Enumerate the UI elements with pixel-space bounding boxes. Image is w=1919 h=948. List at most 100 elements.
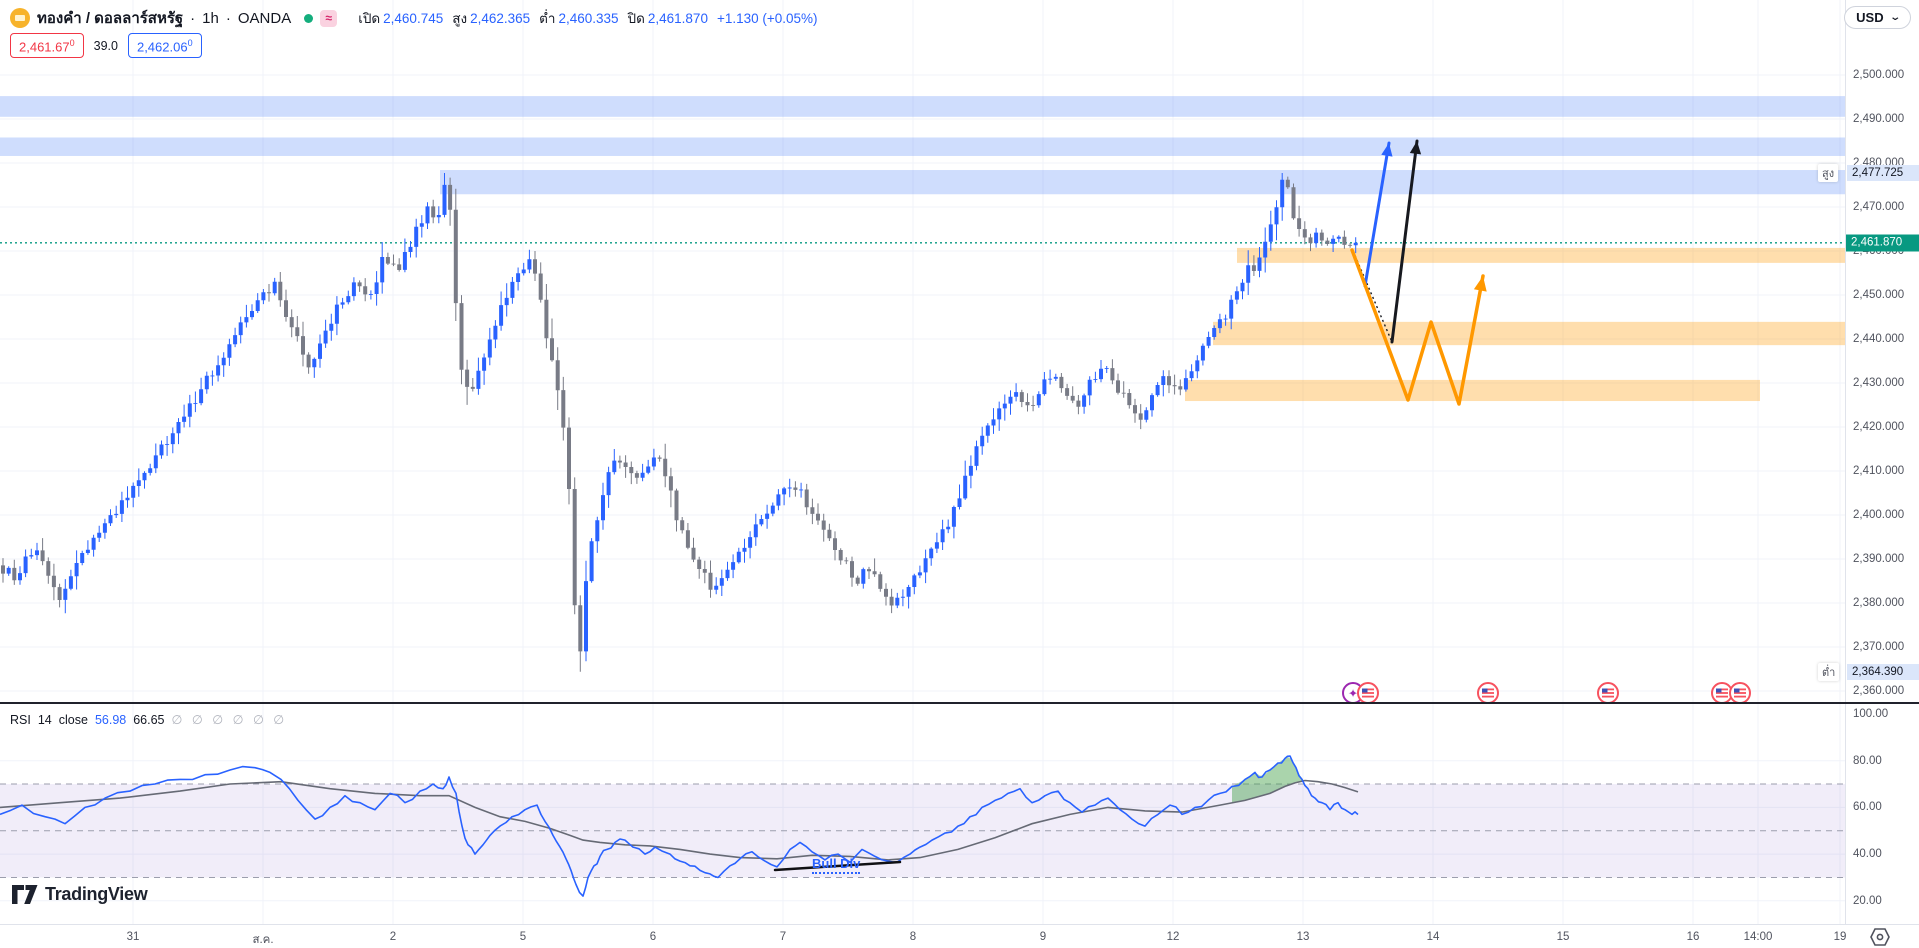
open-label: เปิด (358, 11, 381, 26)
low-value: 2,460.335 (558, 10, 619, 26)
time-tick: ส.ค. (252, 934, 274, 946)
separator-dot: · (190, 9, 196, 27)
time-tick: 6 (649, 931, 657, 943)
rsi-indicator-header[interactable]: RSI 14 close 56.98 66.65 ∅ ∅ ∅ ∅ ∅ ∅ (10, 712, 288, 728)
event-icon-us-flag[interactable] (1597, 682, 1619, 704)
price-tick: 2,420.000 (1853, 421, 1905, 433)
pane-separator[interactable] (0, 702, 1919, 704)
rsi-tick: 80.00 (1853, 754, 1882, 767)
last-price-label[interactable]: 2,461.870 (1846, 234, 1919, 252)
time-tick: 5 (519, 931, 527, 943)
price-tick: 2,370.000 (1853, 641, 1905, 653)
close-label: ปิด (627, 11, 645, 26)
price-tick: 2,430.000 (1853, 377, 1905, 389)
change-value: +1.130 (+0.05%) (716, 10, 818, 26)
time-tick: 15 (1556, 931, 1570, 943)
high-marker-label: สูง (1818, 164, 1839, 182)
orange-w-projection[interactable] (1350, 248, 1485, 406)
event-icon-us-flag[interactable] (1357, 682, 1379, 704)
time-tick: 2 (389, 931, 397, 943)
event-icon-us-flag[interactable] (1477, 682, 1499, 704)
supply-zone[interactable] (440, 170, 1845, 195)
svg-text:✦: ✦ (1348, 687, 1358, 701)
rsi-hidden-values: ∅ ∅ ∅ ∅ ∅ ∅ (171, 713, 288, 727)
event-icon-us-flag[interactable] (1729, 682, 1751, 704)
candles-up[interactable] (6, 179, 1358, 652)
rsi-source: close (58, 712, 88, 727)
divergence-trendline[interactable] (773, 860, 902, 872)
bull-div-annotation[interactable]: Bull Div (812, 856, 861, 874)
black-projection-arrow[interactable] (1390, 139, 1419, 344)
demand-zone[interactable] (1185, 379, 1760, 402)
time-tick: 12 (1166, 931, 1180, 943)
rsi-tick: 40.00 (1853, 848, 1882, 861)
rsi-tick: 100.00 (1853, 708, 1889, 720)
candles-down[interactable] (1, 179, 1353, 652)
time-tick: 13 (1296, 931, 1310, 943)
low-marker-label: ต่ำ (1818, 662, 1840, 681)
symbol-header[interactable]: ทองคำ / ดอลลาร์สหรัฐ · 1h · OANDA ≈ เปิด… (10, 6, 818, 30)
rsi-line[interactable] (0, 755, 1359, 897)
close-value: 2,461.870 (647, 10, 708, 26)
supply-zone[interactable] (0, 96, 1845, 117)
interval-label[interactable]: 1h (202, 9, 219, 27)
time-tick: 9 (1039, 931, 1047, 943)
candle-wicks-up (8, 173, 1357, 662)
buy-button[interactable]: 2,462.060 (127, 33, 202, 59)
symbol-title[interactable]: ทองคำ / ดอลลาร์สหรัฐ (37, 10, 184, 27)
rsi-tick: 60.00 (1853, 801, 1882, 814)
open-value: 2,460.745 (383, 10, 444, 26)
settings-gear-icon[interactable] (1869, 927, 1891, 947)
price-tick: 2,380.000 (1853, 597, 1905, 609)
rsi-length: 14 (37, 712, 52, 727)
blue-projection-arrow[interactable] (1363, 141, 1391, 288)
time-tick: 7 (779, 931, 787, 943)
price-tick: 2,490.000 (1853, 113, 1905, 125)
high-marker-price: 2,477.725 (1847, 165, 1919, 181)
market-open-icon[interactable] (304, 13, 314, 23)
rsi-band (0, 784, 1845, 878)
time-tick: 8 (909, 931, 917, 943)
price-tick: 2,470.000 (1853, 201, 1905, 213)
exchange-label[interactable]: OANDA (237, 9, 292, 27)
demand-zone[interactable] (1237, 247, 1845, 263)
rsi-title[interactable]: RSI (10, 712, 31, 727)
ohlc-values: เปิด 2,460.745 สูง 2,462.365 ต่ำ 2,460.3… (358, 7, 817, 29)
price-axis-border (1845, 0, 1846, 924)
time-tick: 14 (1426, 931, 1440, 943)
spread-value: 39.0 (93, 38, 118, 53)
price-tick: 2,410.000 (1853, 465, 1905, 477)
rsi-tick: 20.00 (1853, 894, 1882, 907)
time-axis-border (0, 924, 1919, 925)
currency-selector[interactable]: USD ⌄ (1844, 6, 1911, 29)
price-tick: 2,390.000 (1853, 553, 1905, 565)
price-tick: 2,440.000 (1853, 333, 1905, 345)
high-value: 2,462.365 (470, 10, 531, 26)
time-tick: 19 (1833, 931, 1847, 943)
chevron-down-icon: ⌄ (1888, 12, 1901, 23)
high-label: สูง (452, 11, 468, 26)
sell-button[interactable]: 2,461.670 (10, 33, 84, 59)
event-icon-us-flag[interactable] (1711, 682, 1733, 704)
tradingview-logo-text: TradingView (45, 884, 148, 904)
supply-zone[interactable] (0, 137, 1845, 156)
rsi-value: 56.98 (94, 712, 127, 727)
demand-zone[interactable] (1213, 321, 1845, 346)
tradingview-logo[interactable]: TradingView (12, 884, 148, 905)
rsi-ma-value: 66.65 (133, 712, 165, 727)
rsi-divergence-fill (1232, 757, 1312, 803)
low-marker-price: 2,364.390 (1847, 663, 1919, 680)
price-tick: 2,450.000 (1853, 289, 1905, 301)
separator-dot: · (225, 9, 231, 27)
gold-coin-icon (10, 8, 30, 28)
time-tick: 16 (1686, 931, 1700, 943)
price-tick: 2,500.000 (1853, 69, 1905, 81)
tradingview-logo-icon (12, 885, 38, 904)
price-tick: 2,400.000 (1853, 509, 1905, 521)
data-feed-icon[interactable]: ≈ (320, 9, 338, 27)
price-tick: 2,360.000 (1853, 685, 1905, 697)
low-label: ต่ำ (539, 11, 556, 26)
time-tick: 14:00 (1743, 931, 1773, 943)
